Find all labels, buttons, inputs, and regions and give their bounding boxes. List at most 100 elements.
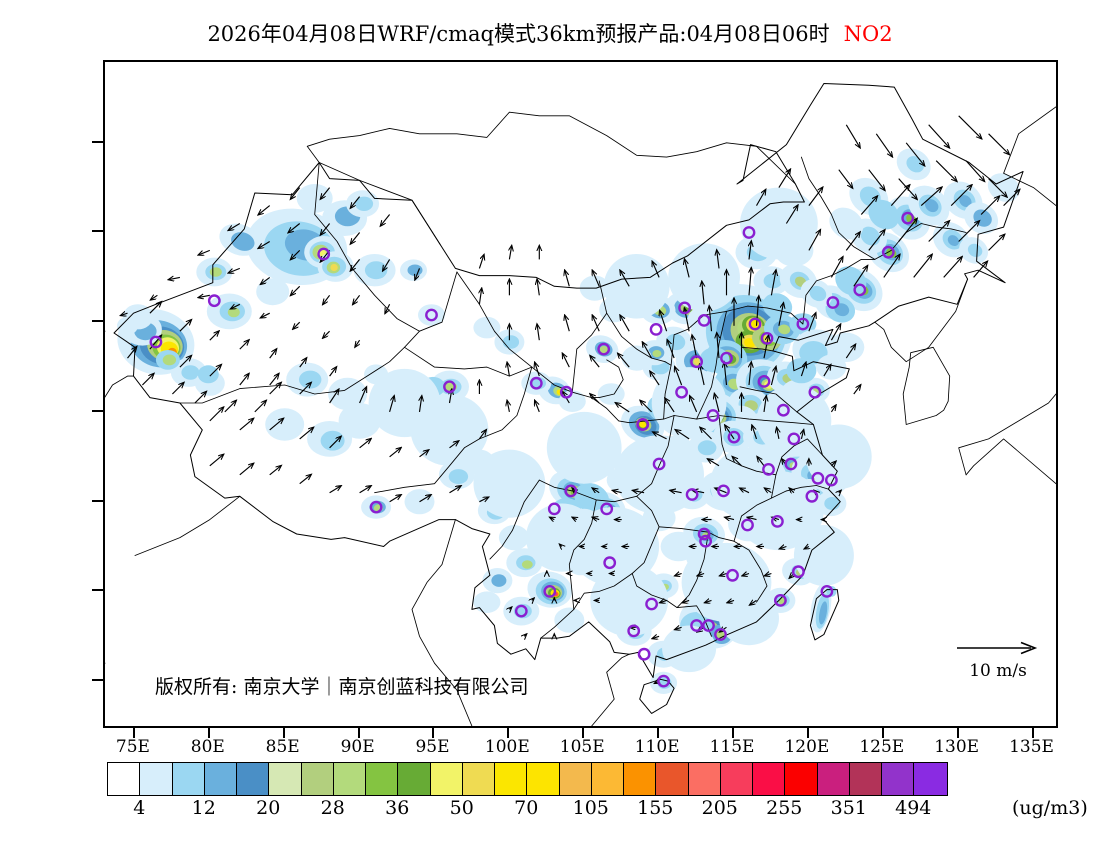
city-marker[interactable] [820,585,834,598]
wind-vector [749,241,751,260]
city-marker[interactable] [762,462,775,476]
colorbar-cell[interactable] [882,763,915,795]
city-marker[interactable] [741,518,754,532]
city-marker[interactable] [603,556,617,570]
colorbar-cell[interactable] [237,763,270,795]
city-marker[interactable] [787,432,801,446]
city-marker[interactable] [726,568,739,582]
city-marker[interactable] [760,331,774,345]
city-marker[interactable] [645,597,658,611]
city-marker[interactable] [774,594,787,607]
colorbar-cell[interactable] [688,763,721,795]
city-marker[interactable] [529,376,543,390]
colorbar-cell[interactable] [495,763,528,795]
city-marker[interactable] [808,385,822,399]
colorbar-cell[interactable] [333,763,366,795]
city-marker[interactable] [825,473,838,487]
wind-vector [329,367,337,377]
colorbar[interactable] [107,762,948,796]
city-marker[interactable] [637,647,651,661]
map-plot-area[interactable] [103,60,1058,728]
city-marker[interactable] [727,430,741,444]
city-marker[interactable] [443,380,456,394]
wind-vector [725,425,735,440]
wind-vector [389,495,402,503]
city-marker[interactable] [514,604,528,618]
city-marker[interactable] [771,514,784,528]
wind-vector [149,302,162,314]
colorbar-cell[interactable] [140,763,173,795]
colorbar-cell[interactable] [559,763,592,795]
wind-vector [928,221,950,242]
city-marker[interactable] [678,301,691,315]
colorbar-cell[interactable] [108,763,141,795]
colorbar-cell[interactable] [301,763,334,795]
city-marker[interactable] [748,317,762,331]
concentration-blob [819,601,828,625]
city-marker[interactable] [559,385,573,399]
colorbar-cell[interactable] [624,763,657,795]
city-marker[interactable] [757,374,771,388]
city-marker[interactable] [826,296,840,309]
wind-vector [935,160,957,182]
concentration-blob [473,591,501,613]
city-marker[interactable] [627,624,641,638]
city-marker[interactable] [777,403,790,417]
city-marker[interactable] [543,585,557,598]
city-marker[interactable] [657,674,670,688]
colorbar-unit-label: (ug/m3) [1012,797,1088,819]
colorbar-cell[interactable] [398,763,431,795]
city-marker[interactable] [317,247,331,261]
colorbar-cell[interactable] [849,763,882,795]
colorbar-cell[interactable] [720,763,753,795]
city-marker[interactable] [652,457,666,471]
city-marker[interactable] [675,385,688,399]
colorbar-cell[interactable] [204,763,237,795]
colorbar-cell[interactable] [172,763,205,795]
colorbar-cell[interactable] [527,763,560,795]
wind-vector [565,315,570,332]
city-marker[interactable] [706,409,720,422]
city-marker[interactable] [717,484,730,498]
city-marker[interactable] [792,565,805,579]
colorbar-cell[interactable] [753,763,786,795]
wind-vector [714,394,720,413]
city-marker[interactable] [796,317,810,331]
city-marker[interactable] [702,619,715,632]
colorbar-cell[interactable] [591,763,624,795]
colorbar-cell[interactable] [914,763,947,795]
city-marker[interactable] [699,534,712,548]
wind-vector [419,450,429,458]
colorbar-cell[interactable] [656,763,689,795]
city-marker[interactable] [697,527,711,541]
city-marker[interactable] [564,484,578,498]
city-marker[interactable] [853,283,867,297]
city-marker[interactable] [690,355,703,369]
colorbar-cell[interactable] [785,763,818,795]
colorbar-cell[interactable] [817,763,850,795]
city-marker[interactable] [690,619,703,632]
city-marker[interactable] [425,308,438,322]
city-marker[interactable] [149,335,163,349]
city-marker[interactable] [600,502,614,516]
city-marker[interactable] [547,502,561,516]
city-marker[interactable] [207,294,221,308]
city-marker[interactable] [881,245,895,259]
colorbar-cell[interactable] [366,763,399,795]
city-marker[interactable] [805,489,819,503]
city-marker[interactable] [784,457,798,471]
city-marker[interactable] [720,351,733,365]
colorbar-cell[interactable] [430,763,463,795]
city-marker[interactable] [742,226,756,239]
city-marker[interactable] [685,488,699,501]
colorbar-cell[interactable] [269,763,302,795]
city-marker[interactable] [714,628,727,641]
city-marker[interactable] [811,471,825,485]
city-marker[interactable] [901,211,915,225]
colorbar-cell[interactable] [462,763,495,795]
city-marker[interactable] [369,500,383,514]
city-marker[interactable] [597,342,611,356]
city-marker[interactable] [636,418,650,431]
city-marker[interactable] [697,313,711,327]
city-marker[interactable] [649,322,663,336]
